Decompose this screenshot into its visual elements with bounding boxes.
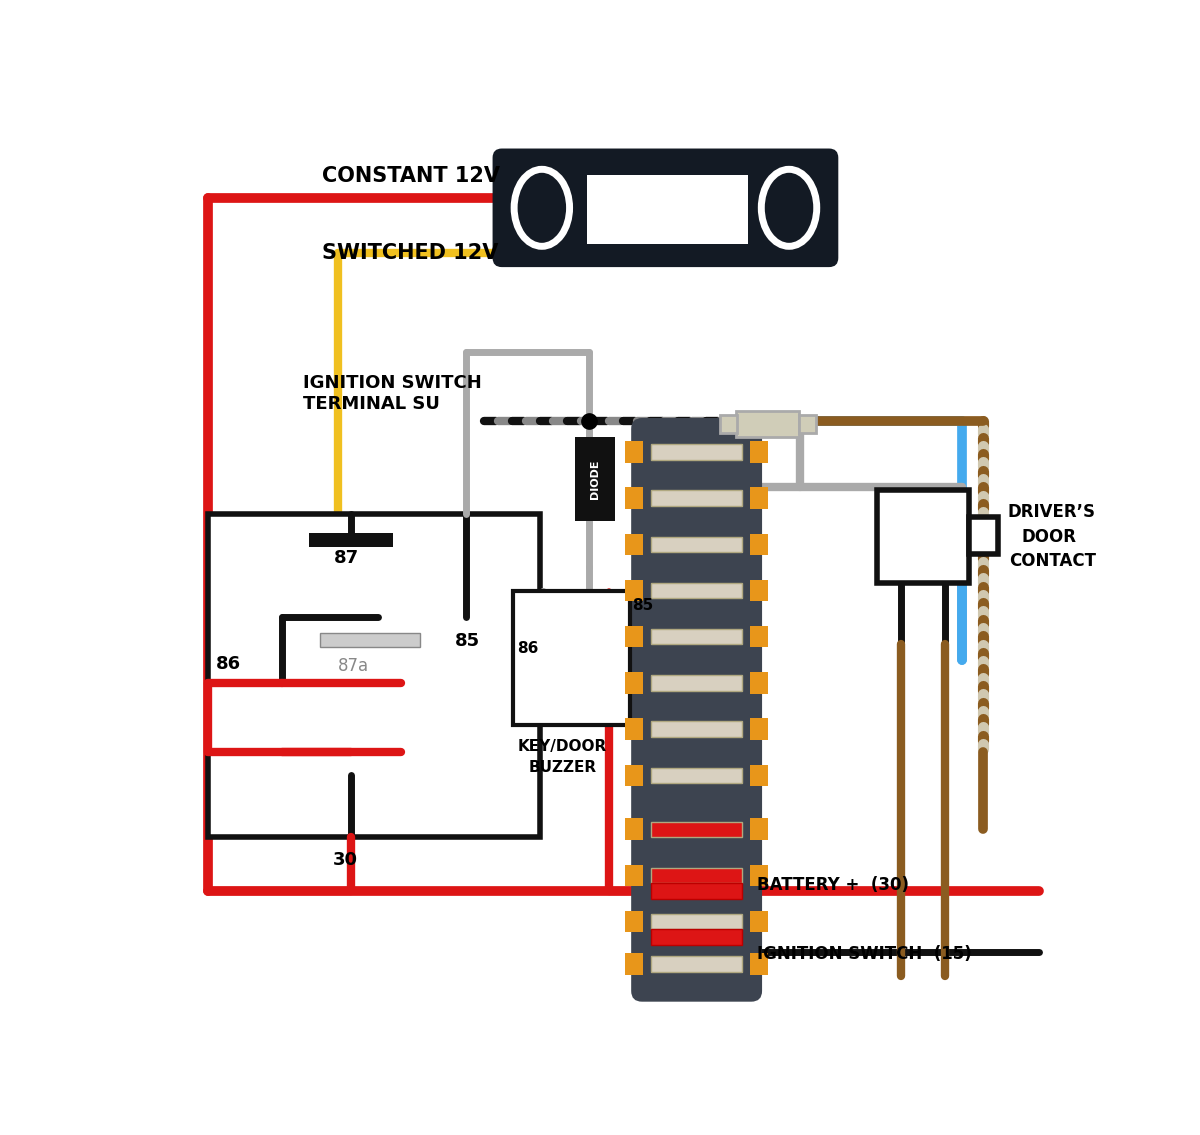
Bar (720, 415, 738, 434)
Bar (652, 867, 742, 883)
Text: SWITCHED 12V: SWITCHED 12V (323, 243, 499, 263)
Bar (799, 415, 816, 434)
Bar (625, 865, 643, 886)
Bar (750, 910, 768, 932)
Bar (652, 930, 742, 944)
Text: KEY/DOOR: KEY/DOOR (517, 739, 606, 755)
Bar (625, 442, 643, 463)
Bar (652, 822, 742, 836)
Text: 85: 85 (455, 631, 480, 649)
Bar (750, 718, 768, 740)
Bar (652, 914, 742, 930)
Bar (652, 767, 742, 783)
Bar (625, 765, 643, 787)
Bar (514, 590, 630, 725)
Text: DIODE: DIODE (590, 459, 600, 498)
Bar (877, 490, 970, 582)
Bar (652, 629, 742, 645)
Text: 30: 30 (334, 851, 358, 869)
FancyBboxPatch shape (631, 418, 762, 1002)
Text: IGNITION SWITCH: IGNITION SWITCH (304, 373, 482, 392)
Text: DRIVER’S: DRIVER’S (1008, 503, 1096, 521)
Bar (750, 580, 768, 602)
Bar (750, 865, 768, 886)
Bar (750, 672, 768, 693)
Bar (308, 532, 394, 547)
Text: BUZZER: BUZZER (529, 760, 596, 775)
Bar (587, 175, 749, 244)
Text: 86: 86 (216, 655, 241, 673)
Bar (652, 537, 742, 552)
Bar (750, 953, 768, 975)
Text: 87: 87 (334, 549, 359, 568)
Text: TERMINAL SU: TERMINAL SU (304, 395, 440, 413)
Text: CONSTANT 12V: CONSTANT 12V (323, 166, 500, 186)
Bar (625, 487, 643, 508)
Bar (625, 910, 643, 932)
Text: BATTERY +  (30): BATTERY + (30) (757, 875, 910, 893)
Text: 86: 86 (517, 641, 539, 656)
Bar (625, 818, 643, 840)
Bar (652, 722, 742, 737)
Bar (750, 533, 768, 555)
Bar (750, 625, 768, 647)
Text: IGNITION SWITCH  (15): IGNITION SWITCH (15) (757, 945, 972, 962)
Bar (625, 625, 643, 647)
Bar (750, 442, 768, 463)
Bar (652, 675, 742, 690)
FancyBboxPatch shape (492, 149, 839, 267)
Bar (625, 533, 643, 555)
Text: DOOR: DOOR (1021, 528, 1076, 546)
Bar (625, 672, 643, 693)
Bar (970, 518, 998, 554)
Text: 85: 85 (632, 598, 653, 613)
Bar (652, 490, 742, 506)
Bar (750, 487, 768, 508)
Bar (750, 818, 768, 840)
Bar (625, 953, 643, 975)
Bar (209, 513, 540, 836)
Bar (652, 957, 742, 972)
Bar (320, 633, 420, 647)
Bar (750, 765, 768, 787)
Bar (652, 582, 742, 598)
Bar (736, 411, 799, 437)
Bar (625, 580, 643, 602)
Bar (625, 718, 643, 740)
Text: CONTACT: CONTACT (1009, 553, 1097, 570)
Bar (652, 444, 742, 460)
Bar (652, 883, 742, 899)
Text: 87a: 87a (338, 657, 368, 675)
Bar (575, 437, 616, 521)
